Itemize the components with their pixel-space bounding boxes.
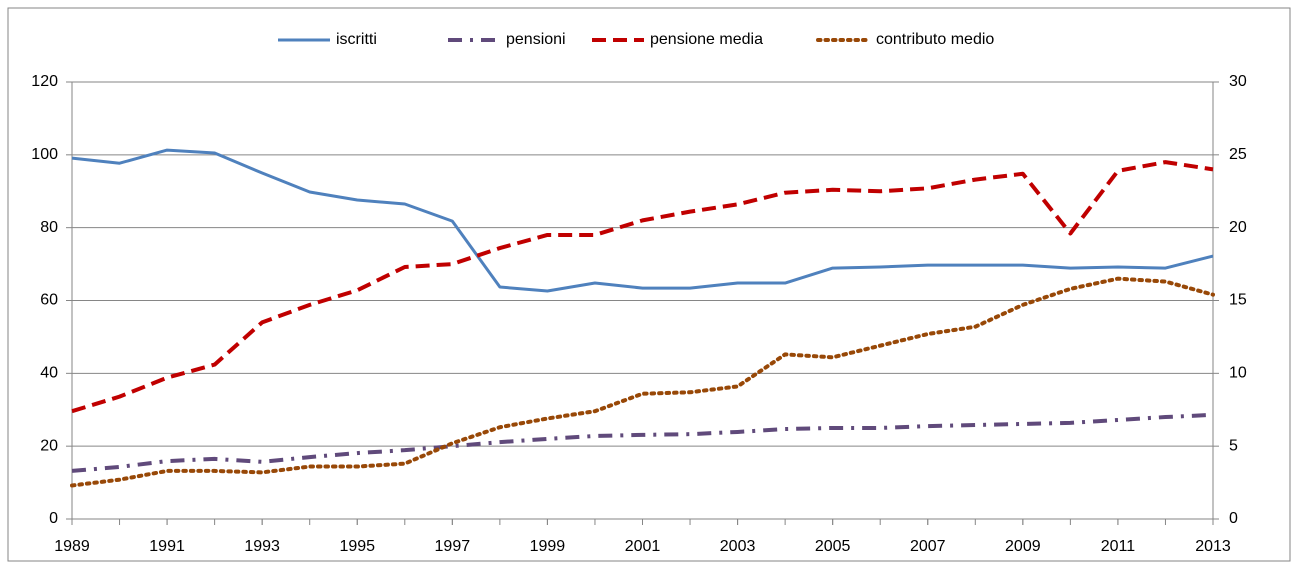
legend-label: contributo medio (876, 31, 994, 48)
legend-label: pensioni (506, 31, 566, 48)
x-tick-label: 1997 (435, 538, 471, 555)
x-tick-label: 1991 (149, 538, 185, 555)
x-tick-label: 1999 (530, 538, 566, 555)
y2-tick-label: 25 (1229, 146, 1247, 163)
y-tick-label: 120 (31, 73, 58, 90)
x-tick-label: 2007 (910, 538, 946, 555)
series-line (71, 160, 1214, 414)
y-tick-label: 0 (49, 510, 58, 527)
y2-tick-label: 20 (1229, 219, 1247, 236)
series-line (71, 148, 1214, 293)
series-line (70, 276, 1215, 488)
x-tick-label: 1995 (339, 538, 375, 555)
series-line (71, 412, 1214, 473)
y-tick-label: 40 (40, 365, 58, 382)
y-tick-label: 20 (40, 437, 58, 454)
x-tick-label: 2003 (720, 538, 756, 555)
y2-tick-label: 5 (1229, 437, 1238, 454)
x-tick-label: 2011 (1101, 538, 1136, 555)
y2-tick-label: 15 (1229, 292, 1247, 309)
legend-label: iscritti (336, 31, 377, 48)
x-tick-label: 2001 (625, 538, 661, 555)
y-tick-label: 60 (40, 292, 58, 309)
x-tick-label: 2013 (1195, 538, 1231, 555)
y-tick-label: 80 (40, 219, 58, 236)
y2-tick-label: 10 (1229, 365, 1247, 382)
y-tick-label: 100 (31, 146, 58, 163)
y2-tick-label: 0 (1229, 510, 1238, 527)
legend-label: pensione media (650, 31, 763, 48)
x-tick-label: 2005 (815, 538, 851, 555)
y2-tick-label: 30 (1229, 73, 1247, 90)
chart-frame (7, 7, 1291, 562)
x-tick-label: 1993 (244, 538, 280, 555)
x-tick-label: 2009 (1005, 538, 1041, 555)
x-tick-label: 1989 (54, 538, 90, 555)
